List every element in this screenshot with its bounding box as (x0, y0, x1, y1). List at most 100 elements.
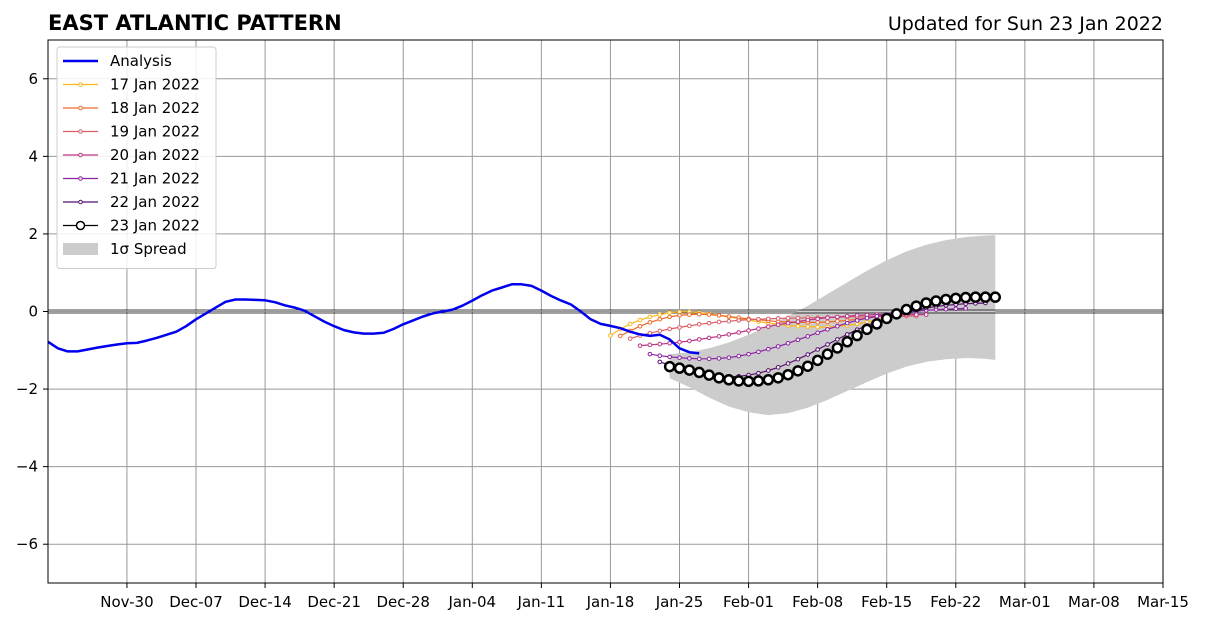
forecast-point (716, 313, 722, 318)
forecast-point (673, 362, 686, 374)
forecast-point (940, 293, 952, 306)
forecast-point (844, 320, 850, 326)
legend-marker (78, 199, 83, 205)
forecast-point (687, 323, 692, 329)
forecast-point (766, 316, 771, 322)
zero-line (48, 309, 1163, 314)
legend-item: 1σ Spread (63, 240, 187, 258)
forecast-point (706, 312, 712, 317)
forecast-point (667, 310, 672, 315)
legend-marker (78, 129, 83, 134)
forecast-point (775, 344, 781, 349)
forecast-point (696, 356, 702, 362)
x-tick-label: Mar-08 (1068, 593, 1120, 611)
forecast-point (657, 312, 663, 317)
forecast-point (775, 316, 781, 321)
forecast-point (647, 314, 653, 320)
forecast-point (647, 351, 653, 357)
forecast-point (854, 318, 860, 323)
forecast-point (785, 315, 791, 321)
forecast-point (667, 326, 672, 332)
forecast-point (890, 308, 903, 320)
spread-band (669, 235, 996, 416)
chart-title: EAST ATLANTIC PATTERN (48, 11, 342, 35)
forecast-point (835, 337, 840, 342)
forecast-point (726, 355, 732, 360)
forecast-point (677, 325, 682, 330)
forecast-point (723, 374, 735, 386)
x-axis-ticks: Nov-30 Dec-07 Dec-14 Dec-21 Dec-28 Jan-04 Jan-… (100, 583, 1189, 611)
legend-marker (78, 82, 83, 87)
x-tick-label: Nov-30 (100, 593, 153, 611)
forecast-point (726, 318, 732, 324)
forecast-point (696, 321, 702, 327)
forecast-point (637, 317, 643, 323)
forecast-point (821, 348, 834, 360)
forecast-point (785, 320, 791, 326)
legend-item: 21 Jan 2022 (63, 170, 200, 188)
forecast-point (772, 372, 784, 384)
forecast-point (746, 351, 751, 357)
forecast-point (864, 315, 870, 321)
forecast-point (871, 318, 883, 330)
forecast-point (693, 366, 705, 379)
legend-item: 19 Jan 2022 (63, 123, 200, 141)
y-tick-label: 0 (28, 303, 38, 321)
forecast-point (742, 375, 755, 388)
forecast-point (663, 360, 676, 373)
forecast-point (726, 332, 732, 337)
forecast-point (923, 312, 929, 317)
forecast-point (736, 353, 742, 359)
forecast-point (657, 341, 663, 347)
y-axis-ticks: 6 4 2 0 −2 −4 −6 (16, 70, 48, 553)
legend-box (56, 46, 217, 269)
x-tick-label: Dec-07 (169, 593, 223, 611)
series-lines (47, 283, 1002, 388)
forecast-point (687, 312, 692, 317)
forecast-point (703, 369, 715, 381)
legend-marker (75, 220, 86, 231)
forecast-point (756, 349, 761, 355)
forecast-point (930, 295, 942, 307)
forecast-point (950, 292, 962, 305)
forecast-point (963, 306, 968, 311)
forecast-point (637, 343, 643, 348)
forecast-point (657, 359, 663, 365)
forecast-point (696, 337, 702, 342)
forecast-series-21-jan-2022 (647, 306, 968, 362)
forecast-point (851, 329, 863, 342)
forecast-point (805, 324, 811, 329)
legend-label: 23 Jan 2022 (110, 217, 200, 235)
forecast-point (736, 330, 742, 335)
legend-label: 20 Jan 2022 (110, 146, 200, 164)
forecast-point (726, 314, 732, 319)
x-tick-label: Feb-08 (792, 593, 843, 611)
forecast-point (805, 334, 811, 339)
forecast-point (854, 313, 860, 318)
y-tick-label: 4 (28, 147, 38, 165)
forecast-point (657, 328, 663, 334)
forecast-point (706, 335, 712, 341)
forecast-point (959, 291, 972, 304)
forecast-point (746, 317, 751, 322)
forecast-point (841, 336, 853, 348)
x-tick-label: Mar-15 (1137, 593, 1189, 611)
legend-swatch (63, 243, 98, 255)
forecast-point (811, 354, 824, 367)
forecast-point (775, 322, 781, 327)
forecast-point (825, 342, 830, 347)
x-tick-label: Jan-18 (586, 593, 635, 611)
forecast-point (716, 334, 722, 339)
forecast-point (687, 356, 692, 361)
y-tick-label: 6 (28, 70, 38, 88)
forecast-point (706, 320, 712, 326)
x-tick-label: Mar-01 (999, 593, 1051, 611)
forecast-point (756, 370, 761, 376)
forecast-point (647, 320, 653, 325)
forecast-point (637, 323, 643, 329)
forecast-point (874, 313, 880, 319)
x-tick-label: Jan-04 (447, 593, 496, 611)
forecast-point (825, 315, 830, 321)
forecast-point (683, 364, 696, 376)
